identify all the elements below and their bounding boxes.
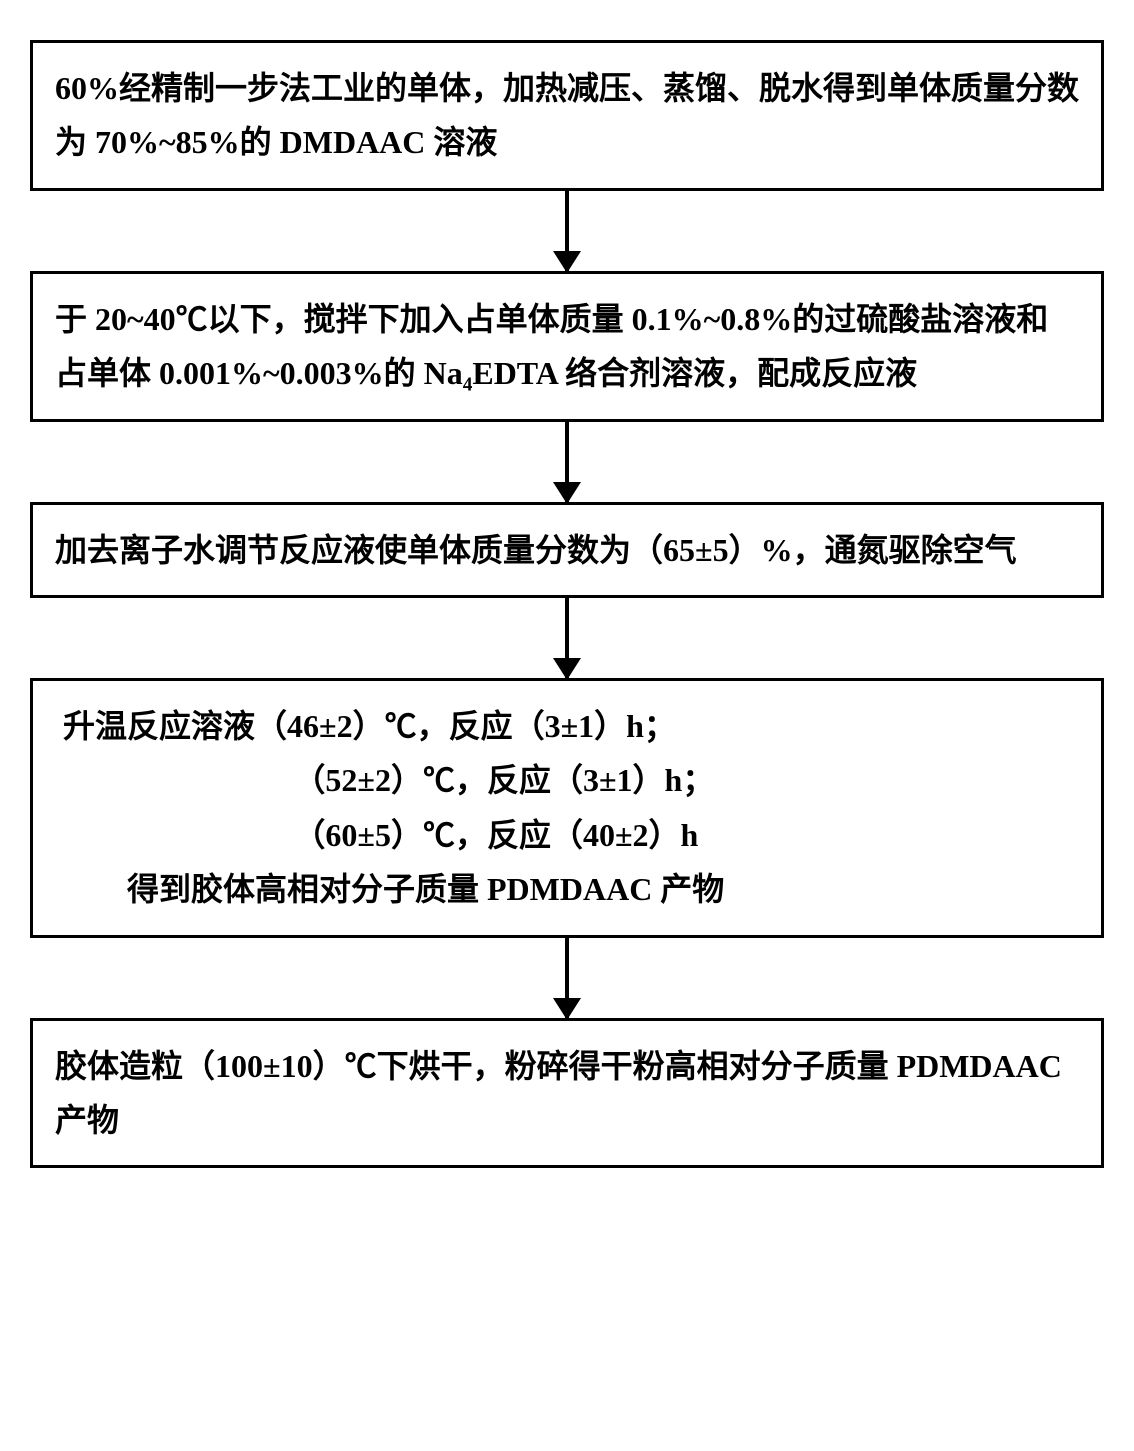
step-box-5: 胶体造粒（100±10）℃下烘干，粉碎得干粉高相对分子质量 PDMDAAC 产物	[30, 1018, 1104, 1169]
process-flowchart: 60%经精制一步法工业的单体，加热减压、蒸馏、脱水得到单体质量分数为 70%~8…	[30, 40, 1104, 1168]
step-text: 于 20~40℃以下，搅拌下加入占单体质量 0.1%~0.8%的过硫酸盐溶液和占…	[55, 292, 1079, 401]
step-text: 胶体造粒（100±10）℃下烘干，粉碎得干粉高相对分子质量 PDMDAAC 产物	[55, 1039, 1079, 1148]
arrow-2	[565, 422, 569, 502]
step-text: 加去离子水调节反应液使单体质量分数为（65±5）%，通氮驱除空气	[55, 523, 1079, 577]
step-text: 得到胶体高相对分子质量 PDMDAAC 产物	[63, 862, 1079, 916]
step-box-2: 于 20~40℃以下，搅拌下加入占单体质量 0.1%~0.8%的过硫酸盐溶液和占…	[30, 271, 1104, 422]
step-text: （60±5）℃，反应（40±2）h	[63, 808, 1079, 862]
step-text: 升温反应溶液（46±2）℃，反应（3±1）h；	[63, 699, 1079, 753]
step-box-4: 升温反应溶液（46±2）℃，反应（3±1）h； （52±2）℃，反应（3±1）h…	[30, 678, 1104, 938]
step-text: 60%经精制一步法工业的单体，加热减压、蒸馏、脱水得到单体质量分数为 70%~8…	[55, 61, 1079, 170]
arrow-1	[565, 191, 569, 271]
step-text: （52±2）℃，反应（3±1）h；	[63, 753, 1079, 807]
arrow-3	[565, 598, 569, 678]
arrow-4	[565, 938, 569, 1018]
step-box-1: 60%经精制一步法工业的单体，加热减压、蒸馏、脱水得到单体质量分数为 70%~8…	[30, 40, 1104, 191]
step-box-3: 加去离子水调节反应液使单体质量分数为（65±5）%，通氮驱除空气	[30, 502, 1104, 598]
